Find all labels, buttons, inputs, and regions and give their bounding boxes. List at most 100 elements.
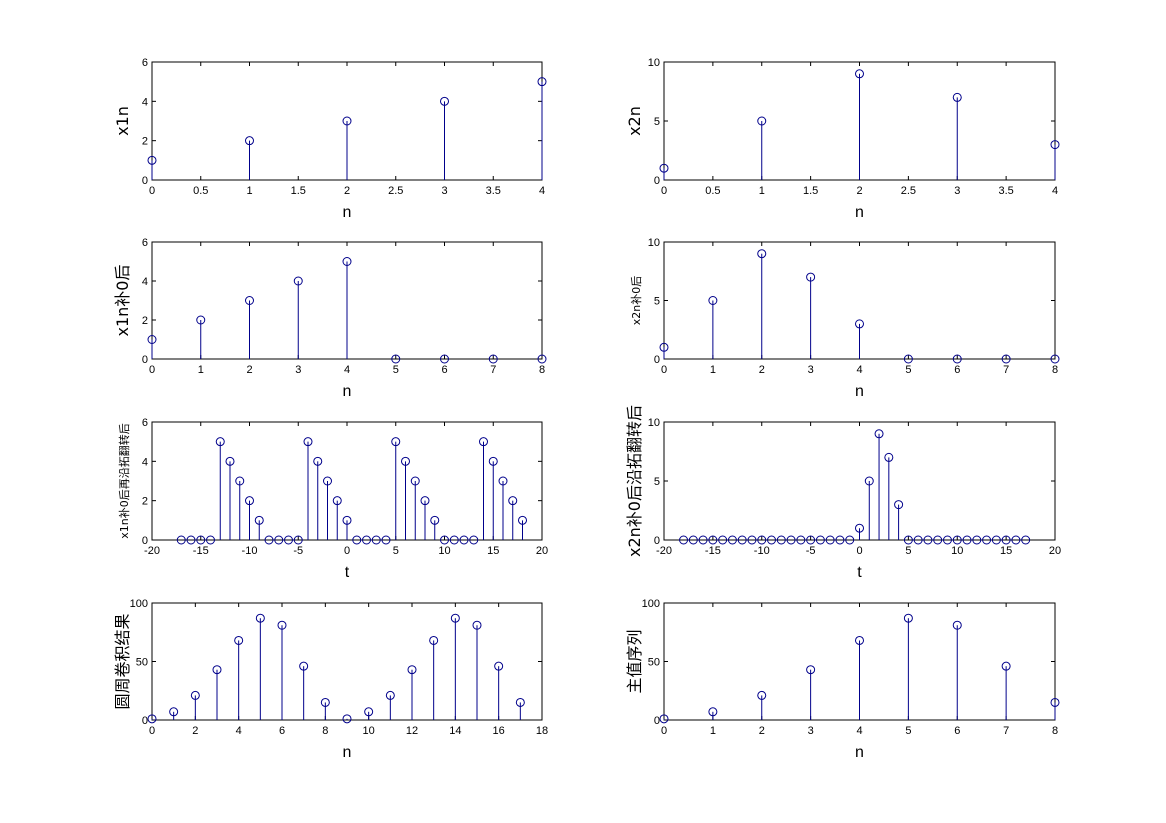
x-tick-label: 8 bbox=[322, 725, 328, 737]
y-tick-label: 4 bbox=[142, 456, 148, 468]
stem-marker bbox=[332, 496, 342, 506]
stem-marker bbox=[274, 535, 284, 545]
plot-frame bbox=[151, 602, 543, 721]
stem-marker bbox=[488, 354, 498, 364]
x-tick-label: 1 bbox=[198, 364, 204, 376]
stem-marker bbox=[381, 535, 391, 545]
x-tick-label: 8 bbox=[539, 364, 545, 376]
stem-marker bbox=[537, 77, 547, 87]
stem-marker bbox=[176, 535, 186, 545]
stem-marker bbox=[264, 535, 274, 545]
y-axis-label: x1n bbox=[113, 106, 132, 136]
stem-marker bbox=[440, 96, 449, 106]
stem-marker bbox=[855, 635, 864, 645]
stem-marker bbox=[952, 535, 962, 545]
stem-marker bbox=[459, 535, 469, 545]
x-tick-label: 10 bbox=[438, 545, 450, 557]
stem-marker bbox=[1001, 535, 1011, 545]
x-tick-label: 3 bbox=[808, 725, 814, 737]
x-tick-label: 0 bbox=[856, 545, 862, 557]
stem-marker bbox=[429, 635, 439, 645]
subplot-3: 0 1 2 3 4 5 6 7 8 0 2 4 6 n x1n补0后 bbox=[113, 237, 547, 400]
stem-marker bbox=[708, 707, 718, 717]
stem-marker bbox=[196, 535, 206, 545]
y-tick-label: 50 bbox=[136, 657, 148, 669]
y-tick-label: 5 bbox=[654, 476, 660, 488]
x-tick-label: 1.5 bbox=[291, 185, 306, 197]
stem-marker bbox=[342, 116, 352, 126]
y-axis-label: x2n补0后沿拓翻转后 bbox=[625, 405, 644, 557]
x-axis-label: n bbox=[343, 204, 352, 221]
stem-marker bbox=[277, 620, 287, 630]
stem-marker bbox=[991, 535, 1001, 545]
x-axis-label: n bbox=[855, 744, 864, 761]
y-tick-label: 10 bbox=[648, 57, 660, 69]
x-tick-label: 0 bbox=[149, 185, 155, 197]
y-tick-label: 0 bbox=[142, 175, 148, 187]
stem-marker bbox=[342, 714, 352, 724]
x-tick-label: 0 bbox=[661, 364, 667, 376]
stem-marker bbox=[352, 535, 362, 545]
x-tick-label: 4 bbox=[856, 364, 862, 376]
stem-marker bbox=[472, 620, 482, 630]
stem-marker bbox=[420, 496, 430, 506]
stem-marker bbox=[757, 535, 767, 545]
x-tick-label: 3.5 bbox=[486, 185, 501, 197]
x-tick-label: 1 bbox=[246, 185, 252, 197]
subplot-8: 0 1 2 3 4 5 6 7 8 0 50 100 n 主值序列 bbox=[625, 598, 1060, 761]
stem-marker bbox=[323, 476, 332, 486]
x-tick-label: 15 bbox=[1000, 545, 1012, 557]
y-tick-label: 0 bbox=[654, 175, 660, 187]
stem-marker bbox=[855, 319, 864, 329]
y-axis-label: x2n补0后 bbox=[630, 276, 643, 325]
x-tick-label: 2.5 bbox=[388, 185, 403, 197]
stem-marker bbox=[342, 257, 352, 266]
x-tick-label: 4 bbox=[236, 725, 242, 737]
x-tick-label: 0 bbox=[661, 185, 667, 197]
stem-marker bbox=[1001, 661, 1011, 671]
y-tick-label: 0 bbox=[654, 535, 660, 547]
x-tick-label: -5 bbox=[806, 545, 816, 557]
stem-marker bbox=[835, 535, 845, 545]
x-tick-label: 3.5 bbox=[998, 185, 1013, 197]
stem-marker bbox=[659, 714, 669, 724]
stem-marker bbox=[515, 697, 525, 707]
stem-marker bbox=[845, 535, 855, 545]
stem-marker bbox=[407, 665, 417, 675]
x-tick-label: 8 bbox=[1052, 725, 1058, 737]
stem-marker bbox=[894, 500, 904, 510]
stem-marker bbox=[776, 535, 786, 545]
stem-marker bbox=[299, 661, 309, 671]
y-tick-label: 6 bbox=[142, 417, 148, 429]
stem-marker bbox=[537, 354, 547, 364]
stem-marker bbox=[933, 535, 943, 545]
subplot-7: 0 2 4 6 8 10 12 14 16 18 0 50 100 n 圆周卷积结果 bbox=[113, 598, 548, 761]
stem-marker bbox=[196, 315, 206, 325]
y-tick-label: 10 bbox=[648, 237, 660, 249]
stem-marker bbox=[982, 535, 992, 545]
x-tick-label: 14 bbox=[449, 725, 461, 737]
x-tick-label: 0.5 bbox=[193, 185, 208, 197]
y-axis-label: 圆周卷积结果 bbox=[113, 613, 132, 709]
stem-marker bbox=[430, 515, 440, 525]
stem-marker bbox=[391, 354, 401, 364]
x-tick-label: 16 bbox=[493, 725, 505, 737]
x-tick-label: 0 bbox=[149, 364, 155, 376]
stem-marker bbox=[245, 496, 254, 506]
stem-marker bbox=[449, 535, 459, 545]
stem-marker bbox=[488, 456, 498, 466]
stem-marker bbox=[952, 92, 962, 102]
x-tick-label: 18 bbox=[536, 725, 548, 737]
stem-marker bbox=[1001, 354, 1011, 364]
stem-marker bbox=[371, 535, 381, 545]
stem-marker bbox=[293, 276, 303, 286]
stem-marker bbox=[806, 272, 816, 282]
subplot-6: -20 -15 -10 -5 0 5 10 15 20 0 5 10 t x2n补0后沿拓翻转后 bbox=[625, 405, 1061, 581]
stem-marker bbox=[479, 437, 488, 447]
x-tick-label: -20 bbox=[144, 545, 160, 557]
stem-marker bbox=[874, 429, 884, 439]
stem-marker bbox=[1011, 535, 1021, 545]
stem-marker bbox=[659, 342, 669, 352]
y-tick-label: 100 bbox=[642, 598, 660, 610]
stem-marker bbox=[391, 437, 401, 447]
